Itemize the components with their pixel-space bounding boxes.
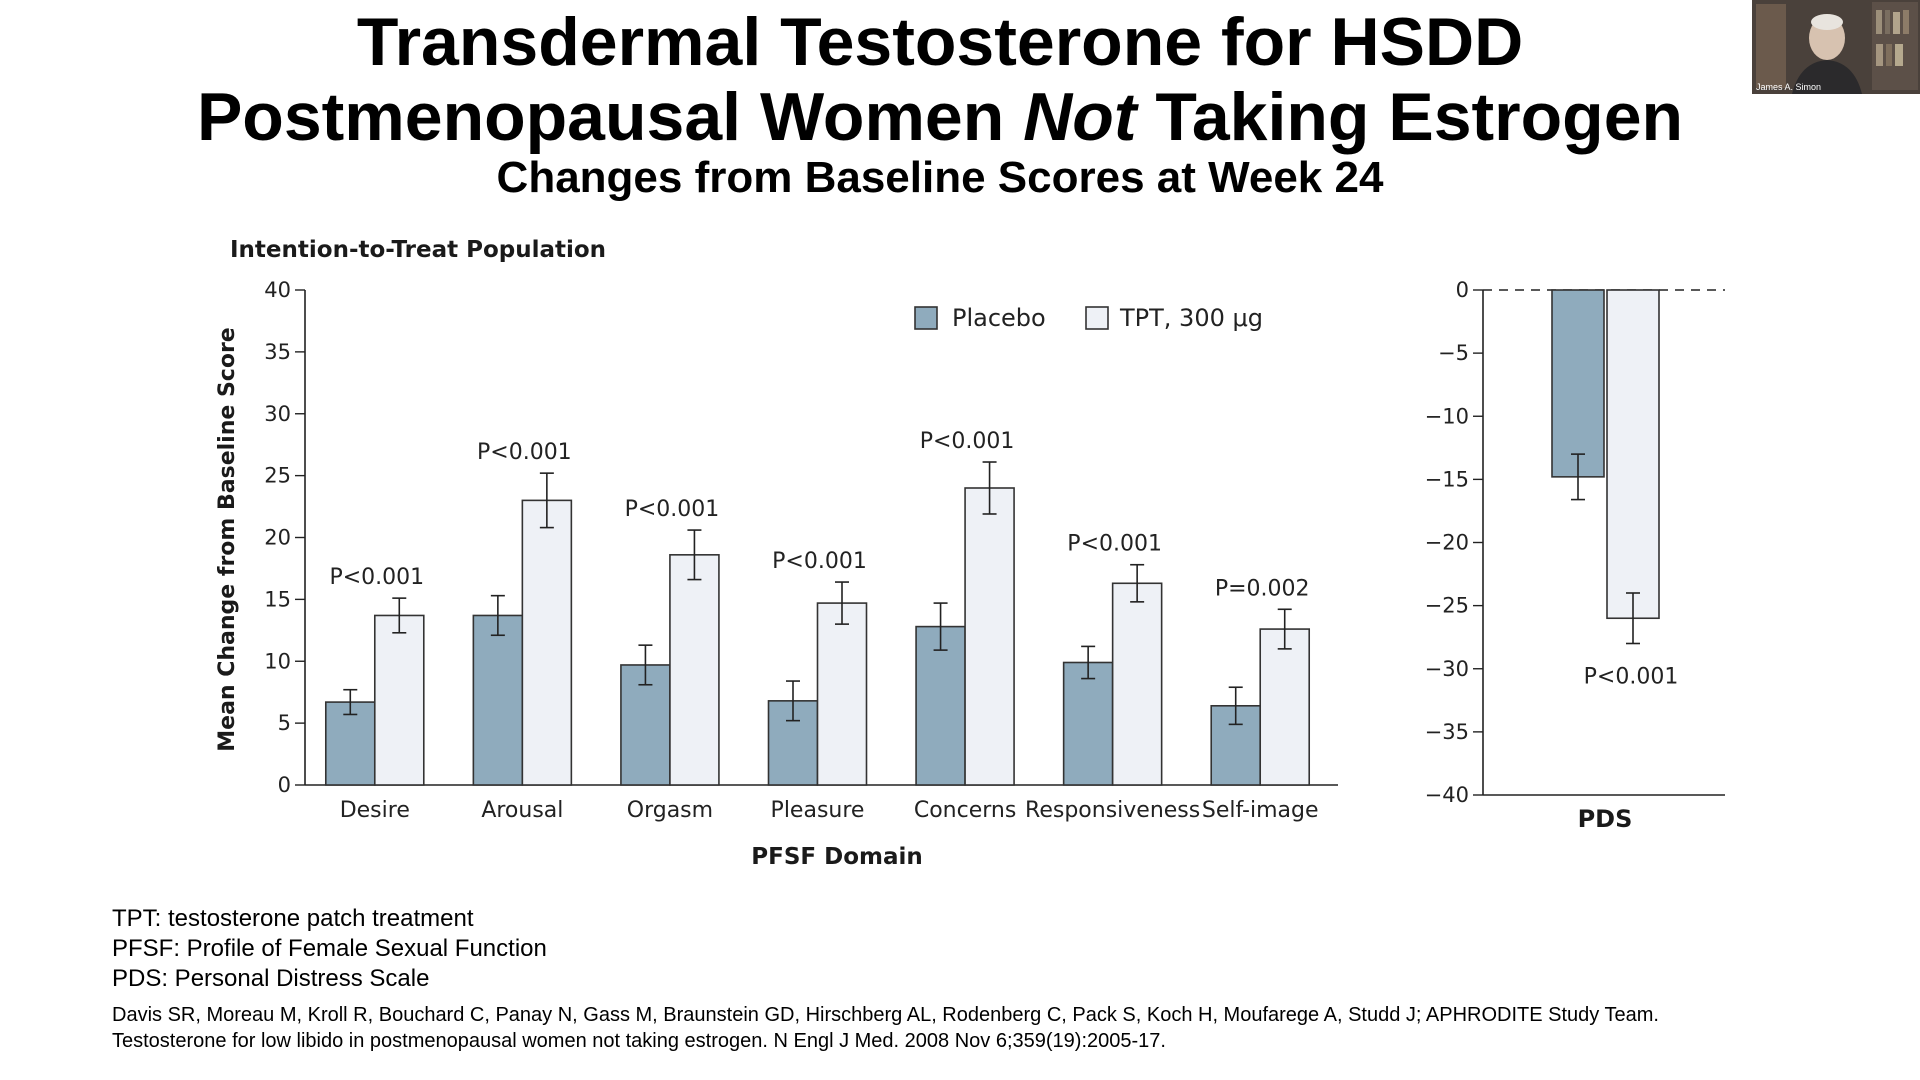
- pfsf-bar-chart: Intention-to-Treat Population 0 5 10 15 20 25 3…: [215, 237, 1338, 870]
- p-value-label: P=0.002: [1215, 576, 1310, 601]
- pds-y-tick-label: −30: [1425, 657, 1469, 681]
- slide-title-line2: Postmenopausal Women Not Taking Estrogen: [0, 79, 1900, 155]
- bar-placebo: [1062, 661, 1114, 786]
- p-value-label: P<0.001: [329, 565, 424, 590]
- x-tick-label: Self-image: [1202, 798, 1319, 823]
- citation-line1: Davis SR, Moreau M, Kroll R, Bouchard C,…: [112, 1004, 1659, 1026]
- panel-label: Intention-to-Treat Population: [230, 237, 606, 263]
- pds-x-tick-label: PDS: [1578, 805, 1633, 833]
- footnote-tpt: TPT: testosterone patch treatment: [112, 905, 474, 932]
- pds-bar-chart: 0 −5 −10 −15 −20 −25 −30 −35 −40 P<0.001 PDS: [1425, 278, 1725, 833]
- pds-y-tick-label: −25: [1425, 594, 1469, 618]
- pfsf-pds-chart: Intention-to-Treat Population 0 5 10 15 20 25 3…: [215, 237, 1725, 870]
- p-value-label: P<0.001: [477, 440, 572, 465]
- pds-y-tick-label: 0: [1456, 278, 1469, 302]
- bar-tpt: [1111, 582, 1163, 786]
- bar-tpt: [521, 499, 573, 786]
- bar-tpt: [669, 554, 720, 786]
- bar-tpt: [964, 487, 1015, 786]
- slide-title-line1: Transdermal Testosterone for HSDD: [356, 4, 1524, 80]
- pds-y-tick-label: −15: [1425, 467, 1469, 491]
- webcam-thumbnail[interactable]: James A. Simon: [1752, 0, 1920, 94]
- x-tick-label: Concerns: [914, 798, 1016, 823]
- slide-subtitle: Changes from Baseline Scores at Week 24: [496, 153, 1384, 202]
- p-value-label: P<0.001: [772, 549, 867, 574]
- y-tick-label: 35: [264, 340, 291, 364]
- p-value-label: P<0.001: [625, 497, 720, 522]
- webcam-name-label: James A. Simon: [1756, 82, 1822, 92]
- legend-label-placebo: Placebo: [952, 304, 1046, 332]
- y-tick-label: 30: [264, 402, 291, 426]
- bar-tpt: [816, 602, 868, 786]
- bar-placebo: [915, 625, 966, 786]
- p-value-label: P<0.001: [1067, 532, 1162, 557]
- legend-swatch-tpt: [1085, 306, 1109, 330]
- y-tick-label: 25: [264, 464, 291, 488]
- y-tick-label: 10: [264, 649, 291, 673]
- pds-y-tick-label: −40: [1425, 783, 1469, 807]
- pds-p-value-label: P<0.001: [1584, 665, 1679, 690]
- legend-swatch-placebo: [914, 306, 938, 330]
- pds-y-tick-label: −10: [1425, 404, 1469, 428]
- pds-y-tick-label: −5: [1438, 341, 1469, 365]
- title-line2-part1: Postmenopausal Women: [196, 79, 1024, 155]
- webcam-scene: [1752, 0, 1920, 94]
- pds-y-tick-label: −20: [1425, 531, 1469, 555]
- x-axis-title: PFSF Domain: [751, 844, 923, 870]
- y-axis-title: Mean Change from Baseline Score: [215, 327, 240, 751]
- y-tick-label: 5: [278, 711, 291, 735]
- x-tick-label: Responsiveness: [1025, 798, 1200, 823]
- y-tick-label: 15: [264, 587, 291, 611]
- bar-tpt: [373, 614, 425, 786]
- x-tick-label: Arousal: [481, 798, 563, 823]
- legend-label-tpt: TPT, 300 μg: [1119, 304, 1263, 332]
- pds-y-tick-label: −35: [1425, 720, 1469, 744]
- footnote-pfsf: PFSF: Profile of Female Sexual Function: [112, 935, 547, 962]
- p-value-label: P<0.001: [920, 429, 1015, 454]
- pds-bar-tpt: [1606, 289, 1660, 620]
- y-tick-label: 20: [264, 526, 291, 550]
- bar-tpt: [1259, 628, 1311, 786]
- bar-placebo: [472, 614, 524, 786]
- chart-legend: Placebo TPT, 300 μg: [914, 304, 1263, 332]
- x-tick-label: Desire: [340, 798, 410, 823]
- citation-line2: Testosterone for low libido in postmenop…: [112, 1030, 1166, 1052]
- x-tick-label: Pleasure: [771, 798, 865, 823]
- title-line2-part2: Taking Estrogen: [1136, 79, 1684, 155]
- y-tick-label: 40: [264, 278, 291, 302]
- x-tick-label: Orgasm: [627, 798, 713, 823]
- footnote-pds: PDS: Personal Distress Scale: [112, 965, 430, 992]
- y-tick-label: 0: [278, 773, 291, 797]
- pds-bar-placebo: [1551, 289, 1605, 478]
- title-line2-emphasis: Not: [1023, 79, 1137, 155]
